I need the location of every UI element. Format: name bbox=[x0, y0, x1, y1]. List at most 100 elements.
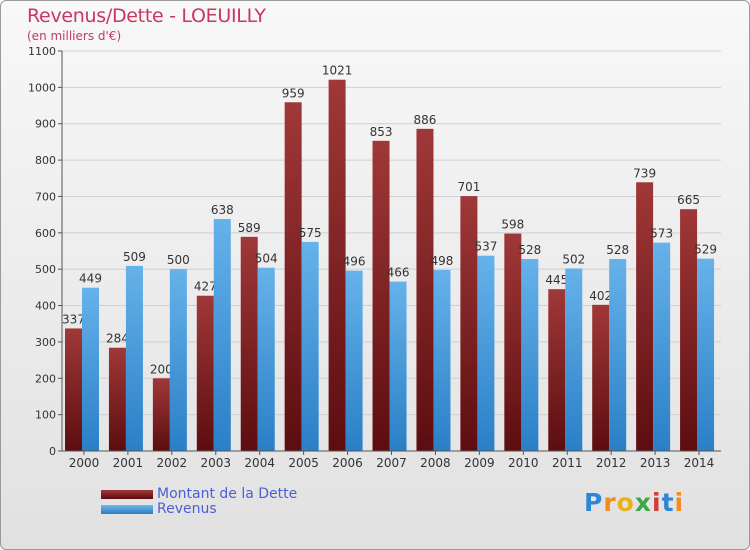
x-tick-label: 2010 bbox=[508, 456, 539, 470]
bar-revenue-2007 bbox=[389, 281, 407, 451]
bar-debt-2011 bbox=[548, 289, 566, 451]
bar-debt-2000 bbox=[65, 328, 82, 451]
bar-revenue-2006 bbox=[345, 270, 363, 451]
x-tick-label: 2013 bbox=[640, 456, 671, 470]
data-label-revenue-2012: 528 bbox=[606, 243, 629, 257]
bar-revenue-2000 bbox=[82, 287, 99, 451]
data-label-debt-2004: 589 bbox=[238, 221, 261, 235]
bar-revenue-2010 bbox=[521, 259, 539, 451]
logo-letter: i bbox=[674, 488, 685, 517]
bars: 337 449 284 509 200 500 427 638 589 504 959 575 1021… bbox=[62, 64, 717, 452]
chart-title: Revenus/Dette - LOEUILLY bbox=[27, 5, 266, 27]
bar-revenue-2004 bbox=[257, 267, 275, 451]
x-tick-label: 2009 bbox=[464, 456, 495, 470]
y-tick-label: 900 bbox=[35, 118, 56, 131]
data-label-revenue-2013: 573 bbox=[650, 227, 673, 241]
data-label-revenue-2002: 500 bbox=[167, 253, 190, 267]
x-tick-label: 2004 bbox=[244, 456, 275, 470]
x-tick-label: 2008 bbox=[420, 456, 451, 470]
bar-debt-2007 bbox=[372, 140, 390, 451]
x-tick-label: 2003 bbox=[200, 456, 231, 470]
bar-debt-2001 bbox=[108, 347, 126, 451]
x-tick-label: 2007 bbox=[376, 456, 407, 470]
chart-subtitle: (en milliers d'€) bbox=[27, 29, 122, 43]
data-label-debt-2011: 445 bbox=[545, 273, 568, 287]
data-label-revenue-2011: 502 bbox=[562, 252, 585, 266]
legend-swatch-debt bbox=[101, 490, 153, 499]
data-label-revenue-2009: 537 bbox=[474, 240, 497, 254]
data-label-revenue-2006: 496 bbox=[343, 255, 366, 269]
y-tick-label: 0 bbox=[49, 445, 56, 458]
bar-revenue-2002 bbox=[169, 269, 187, 451]
data-label-debt-2007: 853 bbox=[370, 125, 393, 139]
x-tick-label: 2012 bbox=[596, 456, 627, 470]
bar-debt-2012 bbox=[592, 304, 610, 451]
bar-debt-2003 bbox=[196, 295, 214, 451]
data-label-debt-2005: 959 bbox=[282, 86, 305, 100]
data-label-debt-2009: 701 bbox=[457, 180, 480, 194]
y-tick-label: 800 bbox=[35, 154, 56, 167]
bar-debt-2002 bbox=[152, 378, 170, 451]
data-label-revenue-2007: 466 bbox=[387, 266, 410, 280]
data-label-debt-2010: 598 bbox=[501, 218, 524, 232]
bar-revenue-2013 bbox=[653, 242, 671, 451]
bar-debt-2010 bbox=[504, 233, 522, 451]
data-label-revenue-2005: 575 bbox=[299, 226, 322, 240]
data-label-revenue-2004: 504 bbox=[255, 252, 278, 266]
y-tick-label: 1000 bbox=[28, 81, 56, 94]
bar-debt-2013 bbox=[636, 182, 654, 452]
bar-debt-2005 bbox=[284, 102, 302, 451]
data-label-debt-2012: 402 bbox=[589, 289, 612, 303]
data-label-debt-2006: 1021 bbox=[322, 64, 353, 78]
proxiti-logo: Proxiti bbox=[584, 488, 684, 517]
data-label-revenue-2014: 529 bbox=[694, 243, 717, 257]
y-tick-label: 300 bbox=[35, 336, 56, 349]
bar-revenue-2012 bbox=[609, 259, 627, 451]
bar-debt-2006 bbox=[328, 79, 346, 452]
data-label-debt-2008: 886 bbox=[414, 113, 437, 127]
x-tick-label: 2014 bbox=[684, 456, 715, 470]
bar-revenue-2014 bbox=[697, 258, 715, 451]
data-label-debt-2013: 739 bbox=[633, 166, 656, 180]
y-tick-label: 200 bbox=[35, 372, 56, 385]
data-label-revenue-2000: 449 bbox=[79, 272, 102, 286]
data-label-debt-2000: 337 bbox=[62, 312, 85, 326]
bar-debt-2004 bbox=[240, 236, 258, 451]
x-tick-label: 2006 bbox=[332, 456, 363, 470]
data-label-revenue-2003: 638 bbox=[211, 203, 234, 217]
x-tick-label: 2002 bbox=[157, 456, 188, 470]
bar-revenue-2009 bbox=[477, 255, 495, 451]
y-tick-label: 400 bbox=[35, 300, 56, 313]
bar-revenue-2001 bbox=[125, 265, 143, 451]
logo-letter: x bbox=[634, 488, 652, 517]
y-tick-label: 700 bbox=[35, 190, 56, 203]
logo-letter: o bbox=[616, 488, 635, 517]
bar-revenue-2008 bbox=[433, 269, 451, 451]
data-label-debt-2014: 665 bbox=[677, 193, 700, 207]
data-label-debt-2003: 427 bbox=[194, 280, 217, 294]
x-tick-label: 2005 bbox=[288, 456, 319, 470]
x-tick-label: 2001 bbox=[113, 456, 144, 470]
y-axis: 0 100 200 300 400 500 600 700 800 900 1000 1100 bbox=[28, 45, 63, 458]
bar-debt-2014 bbox=[680, 209, 698, 451]
bar-debt-2009 bbox=[460, 196, 478, 451]
bar-debt-2008 bbox=[416, 128, 434, 451]
bar-revenue-2005 bbox=[301, 241, 319, 451]
legend-label-debt: Montant de la Dette bbox=[157, 486, 298, 502]
x-tick-label: 2000 bbox=[69, 456, 100, 470]
logo-letter: i bbox=[652, 488, 662, 517]
data-label-revenue-2010: 528 bbox=[518, 243, 541, 257]
legend-label-revenue: Revenus bbox=[157, 501, 217, 517]
legend-swatch-revenue bbox=[101, 505, 153, 514]
y-tick-label: 100 bbox=[35, 409, 56, 422]
y-tick-label: 500 bbox=[35, 263, 56, 276]
y-tick-label: 1100 bbox=[28, 45, 56, 58]
data-label-debt-2001: 284 bbox=[106, 332, 129, 346]
y-tick-label: 600 bbox=[35, 227, 56, 240]
data-label-revenue-2001: 509 bbox=[123, 250, 146, 264]
x-axis: 2000 2001 2002 2003 2004 2005 2006 2007 2008 2009… bbox=[62, 450, 721, 470]
logo-letter: r bbox=[603, 488, 617, 517]
data-label-revenue-2008: 498 bbox=[431, 254, 454, 268]
